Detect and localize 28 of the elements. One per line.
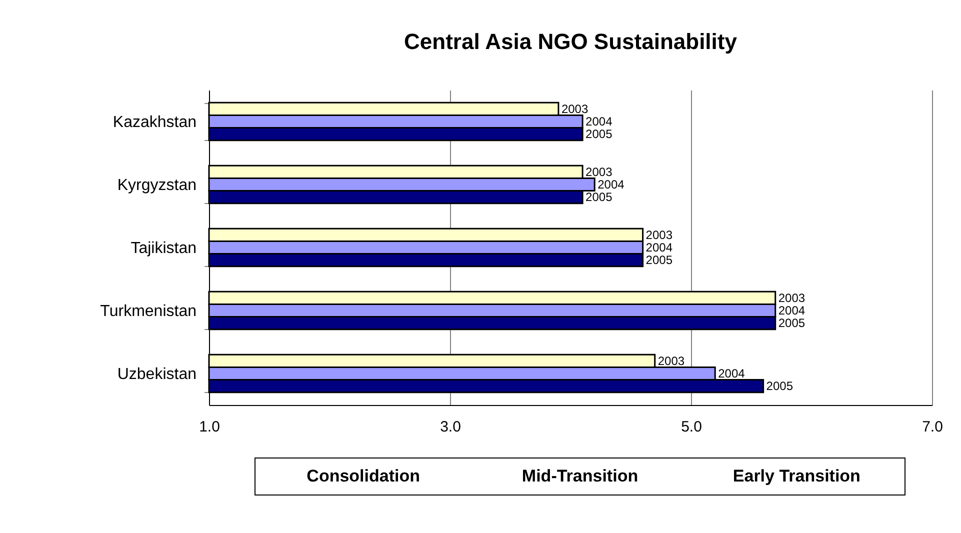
- x-tick-label: 5.0: [681, 418, 702, 436]
- y-tick-label: Tajikistan: [130, 240, 196, 257]
- x-tick-label: 3.0: [440, 418, 461, 436]
- text: 2004: [718, 366, 745, 380]
- y-tick-label: Kazakhstan: [112, 114, 196, 131]
- text: 2003: [778, 290, 806, 305]
- y-tick-label: Kyrgyzstan: [117, 177, 196, 194]
- y-tick-label: Uzbekistan: [117, 366, 196, 383]
- text: 2003: [586, 164, 612, 179]
- x-tick-label: 1.0: [199, 418, 220, 436]
- x-tick-label: 7.0: [922, 418, 943, 436]
- text: 2004: [598, 178, 624, 192]
- series-label: 2003: [561, 102, 588, 116]
- text: 2004: [646, 240, 673, 254]
- y-tick-label: Turkmenistan: [100, 303, 196, 320]
- text: 2003: [658, 354, 685, 368]
- text: 2005: [778, 316, 806, 330]
- text: 2003: [646, 228, 673, 242]
- text: 2004: [778, 304, 806, 318]
- text: 2005: [646, 253, 673, 268]
- text: Mid-Transition: [522, 466, 638, 486]
- text: Early Transition: [732, 466, 860, 486]
- text: 2005: [766, 379, 794, 394]
- series-label: 2004: [586, 114, 613, 128]
- text: Consolidation: [306, 466, 420, 486]
- series-label: 2005: [586, 127, 613, 142]
- text: 2005: [586, 190, 612, 204]
- chart-title: Central Asia NGO Sustainability: [404, 29, 738, 54]
